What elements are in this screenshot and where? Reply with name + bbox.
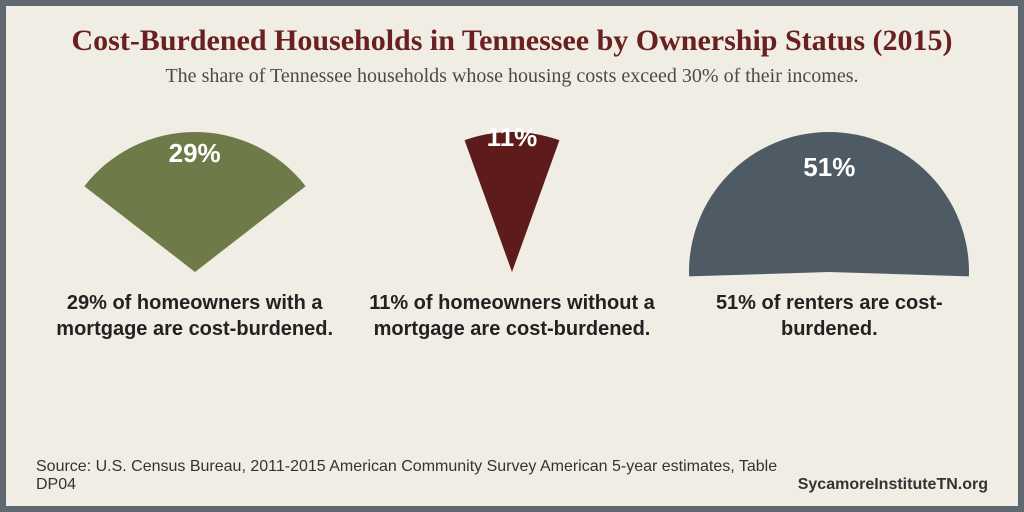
caption-renters: 51% of renters are cost-burdened. — [679, 290, 980, 342]
charts-row: 29% 29% of homeowners with a mortgage ar… — [36, 102, 988, 453]
source-text: Source: U.S. Census Bureau, 2011-2015 Am… — [36, 458, 798, 494]
infographic-container: Cost-Burdened Households in Tennessee by… — [6, 6, 1018, 506]
chart-owners-mortgage: 29% 29% of homeowners with a mortgage ar… — [36, 102, 353, 342]
pct-label-owners-mortgage: 29% — [169, 138, 221, 169]
wedge-owners-no-mortgage: 11% — [372, 102, 652, 282]
page-title: Cost-Burdened Households in Tennessee by… — [36, 24, 988, 59]
footer: Source: U.S. Census Bureau, 2011-2015 Am… — [36, 458, 988, 494]
caption-owners-no-mortgage: 11% of homeowners without a mortgage are… — [361, 290, 662, 342]
chart-owners-no-mortgage: 11% 11% of homeowners without a mortgage… — [353, 102, 670, 342]
chart-renters: 51% 51% of renters are cost-burdened. — [671, 102, 988, 342]
wedge-owners-mortgage: 29% — [55, 102, 335, 282]
page-subtitle: The share of Tennessee households whose … — [36, 65, 988, 88]
pct-label-renters: 51% — [803, 152, 855, 183]
pct-label-owners-no-mortgage: 11% — [487, 122, 538, 153]
caption-owners-mortgage: 29% of homeowners with a mortgage are co… — [44, 290, 345, 342]
brand-text: SycamoreInstituteTN.org — [798, 476, 988, 494]
wedge-renters: 51% — [689, 102, 969, 282]
